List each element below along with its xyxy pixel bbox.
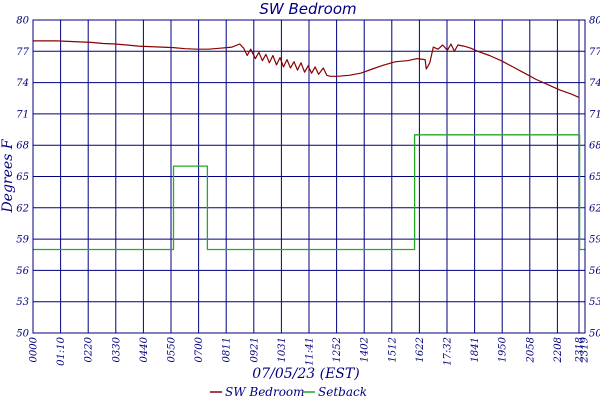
y-tick-label-left: 56: [16, 266, 29, 277]
y-tick-label-left: 50: [16, 329, 29, 340]
x-tick-label: 1512: [387, 337, 398, 362]
x-tick-label: 2319: [580, 336, 591, 363]
y-tick-label-left: 65: [16, 172, 29, 183]
y-tick-label-right: 50: [589, 329, 600, 340]
y-tick-label-right: 62: [589, 203, 600, 214]
y-tick-label-right: 80: [589, 16, 600, 27]
x-tick-label: 1622: [415, 337, 426, 362]
y-tick-label-left: 71: [16, 109, 29, 120]
x-tick-label: 1841: [470, 337, 481, 362]
y-tick-label-left: 59: [16, 235, 29, 246]
x-tick-label: 0000: [29, 336, 40, 362]
x-tick-label: 0220: [84, 336, 95, 362]
x-tick-label: 0811: [222, 337, 233, 362]
chart-title: SW Bedroom: [259, 0, 356, 18]
y-ticks-left: 50 53 56 59 62 65 68 71 74 77 80: [16, 16, 29, 340]
x-tick-label: 0440: [139, 336, 150, 362]
y-tick-label-right: 71: [589, 109, 600, 120]
y-tick-label-right: 59: [589, 235, 600, 246]
x-tick-label: 0700: [194, 336, 205, 362]
legend: SW Bedroom Setback: [210, 385, 367, 399]
y-tick-label-left: 62: [16, 203, 29, 214]
y-tick-label-left: 53: [16, 297, 29, 308]
y-tick-label-left: 77: [16, 47, 29, 58]
y-ticks-right: 50 53 56 59 62 65 68 71 74 77 80: [589, 16, 600, 340]
x-tick-label: 01:10: [56, 336, 67, 365]
plot-frame: [32, 19, 586, 334]
x-tick-label: 0921: [249, 337, 260, 362]
x-tick-label: 1252: [332, 337, 343, 362]
y-tick-label-right: 74: [589, 78, 600, 89]
legend-label-setback: Setback: [318, 385, 367, 399]
y-tick-label-right: 65: [589, 172, 600, 183]
x-tick-label: 2318: [575, 337, 586, 363]
x-tick-label: 17:32: [443, 337, 454, 366]
y-tick-label-right: 68: [589, 141, 600, 152]
x-axis-label: 07/05/23 (EST): [252, 366, 359, 382]
y-tick-label-left: 74: [16, 78, 29, 89]
x-tick-label: 2208: [553, 337, 564, 363]
y-tick-label-right: 77: [589, 47, 600, 58]
series-line-sw-bedroom: [33, 40, 579, 98]
x-tick-label: 11:41: [305, 337, 316, 366]
x-tick-label: 0330: [111, 336, 122, 362]
x-tick-label: 1950: [498, 336, 509, 362]
y-tick-label-right: 56: [589, 266, 600, 277]
x-tick-label: 1402: [360, 337, 371, 362]
x-tick-label: 0550: [167, 336, 178, 362]
x-tick-label: 1031: [277, 337, 288, 362]
series-line-setback: [33, 134, 585, 251]
x-tick-label: 2058: [525, 337, 536, 363]
x-ticks: 0000 01:10 0220 0330 0440 0550 0700 0811 0921 103…: [29, 336, 591, 365]
y-tick-label-left: 80: [16, 16, 29, 27]
y-tick-label-left: 68: [16, 141, 29, 152]
legend-label-sw-bedroom: SW Bedroom: [225, 385, 305, 399]
y-axis-label: Degrees F: [0, 138, 16, 213]
y-tick-label-right: 53: [589, 297, 600, 308]
series-layer: [33, 40, 585, 251]
